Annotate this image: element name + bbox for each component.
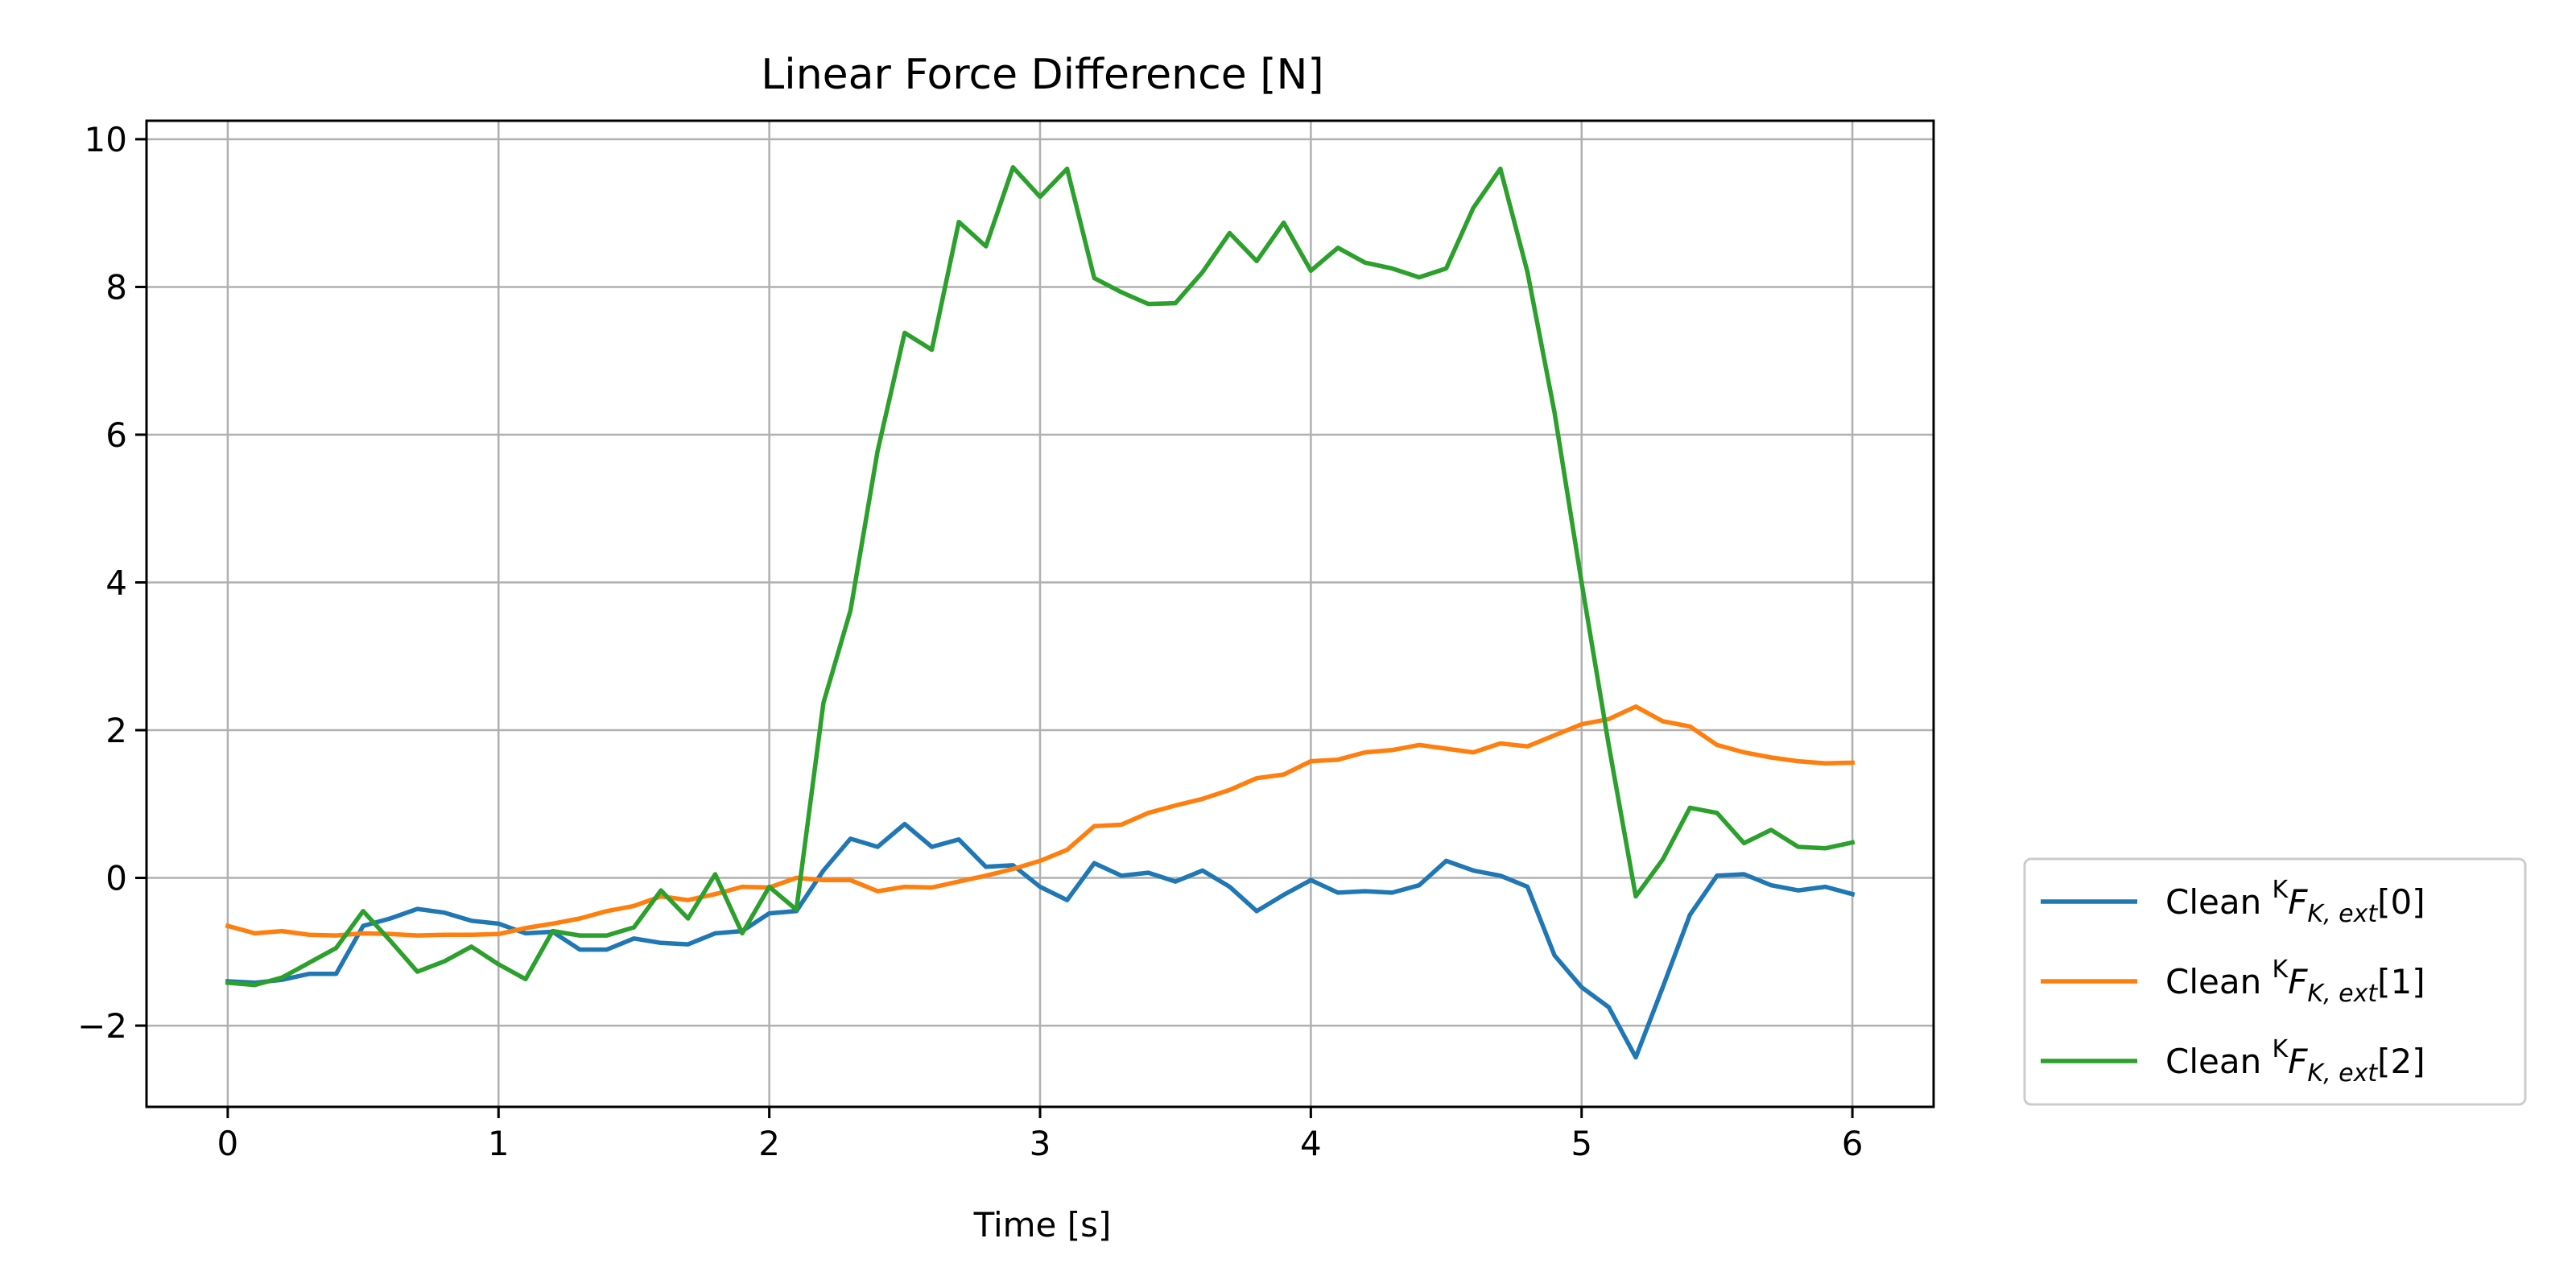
- y-tick-label: 4: [105, 564, 127, 603]
- x-tick-label: 0: [217, 1124, 239, 1163]
- y-tick-label: 10: [85, 120, 127, 159]
- y-axis-ticks: −2 0 2 4 6 8 10: [77, 120, 147, 1046]
- legend-label-2: Clean KFK, ext[2]: [2165, 1035, 2425, 1088]
- x-tick-label: 2: [758, 1124, 780, 1163]
- x-tick-label: 6: [1842, 1124, 1864, 1163]
- legend: Clean KFK, ext[0] Clean KFK, ext[1] Clean …: [2023, 857, 2527, 1106]
- x-tick-label: 5: [1571, 1124, 1592, 1163]
- x-tick-label: 1: [488, 1124, 510, 1163]
- series-line-2: [225, 165, 1856, 988]
- y-tick-label: 6: [105, 415, 127, 455]
- x-axis-label: Time [s]: [973, 1205, 1112, 1245]
- y-tick-label: 2: [105, 711, 127, 750]
- series-line-0: [225, 821, 1856, 1060]
- y-tick-label: 8: [105, 267, 127, 307]
- x-axis-ticks: 0 1 2 3 4 5 6: [217, 1107, 1864, 1163]
- grid-lines: [147, 121, 1934, 1107]
- legend-frame: [2023, 857, 2527, 1106]
- x-tick-label: 3: [1030, 1124, 1051, 1163]
- x-tick-label: 4: [1300, 1124, 1322, 1163]
- chart-title: Linear Force Difference [N]: [761, 51, 1323, 99]
- legend-label-0: Clean KFK, ext[0]: [2165, 876, 2425, 928]
- series-line-1: [225, 704, 1855, 938]
- series-lines: [225, 165, 1856, 1060]
- y-tick-label: −2: [77, 1006, 127, 1046]
- legend-label-1: Clean KFK, ext[1]: [2165, 956, 2425, 1008]
- y-tick-label: 0: [105, 859, 127, 898]
